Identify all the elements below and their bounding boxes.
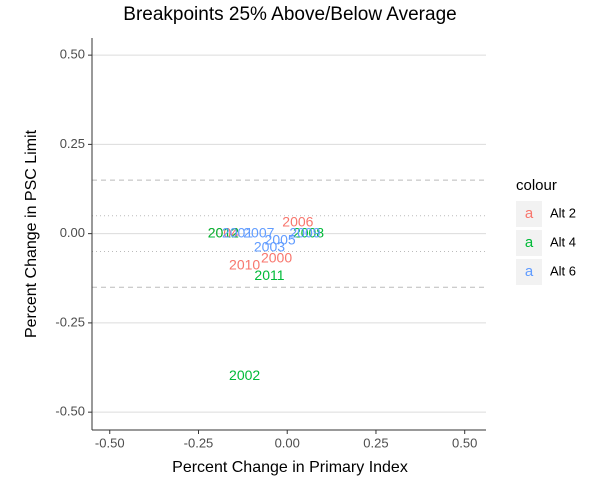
point-label: 2008 [293,224,324,240]
point-label: 2005 [265,231,296,247]
chart-title: Breakpoints 25% Above/Below Average [123,4,456,25]
point-label: 2006 [282,214,313,230]
y-tick-label: 0.25 [60,136,85,151]
legend-key-glyph: a [525,263,534,280]
legend-label: Alt 4 [550,234,576,249]
legend-key [516,259,542,285]
x-tick-label: -0.25 [184,435,214,450]
point-label: 2002 [229,367,260,383]
point-label: 2010 [229,256,260,272]
y-tick-label: 0.50 [60,47,85,62]
point-label: 2004 [208,224,239,240]
point-label: 2000 [261,249,292,265]
x-tick-label: -0.50 [95,435,125,450]
x-tick-label: 0.00 [275,435,300,450]
point-label: 2003 [254,239,285,255]
legend-key [516,230,542,256]
point-label: 2012 [208,224,239,240]
y-tick-label: 0.00 [60,225,85,240]
x-tick-label: 0.50 [452,435,477,450]
y-tick-label: -0.50 [55,404,85,419]
x-axis-label: Percent Change in Primary Index [172,459,408,476]
point-label: 2007 [243,224,274,240]
point-label: 2001 [222,224,253,240]
legend-label: Alt 6 [550,263,576,278]
x-tick-label: 0.25 [363,435,388,450]
legend-key [516,201,542,227]
y-tick-label: -0.25 [55,314,85,329]
y-axis-label: Percent Change in PSC Limit [23,129,40,338]
point-label: 2009 [289,224,320,240]
legend-title: colour [516,177,557,194]
legend-label: Alt 2 [550,205,576,220]
legend-key-glyph: a [525,205,534,222]
legend-key-glyph: a [525,234,534,251]
point-label: 2011 [254,267,284,283]
